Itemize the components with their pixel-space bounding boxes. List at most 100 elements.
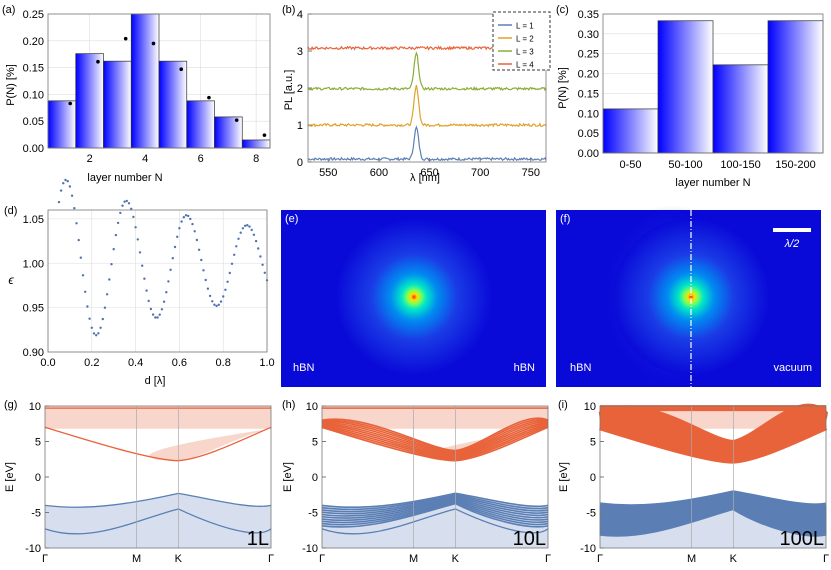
panel-g-label: (g) — [4, 399, 17, 411]
k-point-label: K — [452, 553, 460, 565]
data-point — [68, 101, 72, 106]
data-point — [259, 255, 262, 258]
y-tick-label: 0.35 — [578, 9, 599, 21]
data-point — [239, 231, 242, 234]
data-point — [187, 214, 190, 218]
data-point — [263, 271, 266, 274]
data-point — [138, 251, 142, 254]
data-point — [171, 257, 174, 260]
x-tick-label: 0.8 — [216, 357, 231, 369]
bar — [241, 139, 271, 149]
data-point — [158, 313, 161, 316]
data-point — [248, 225, 251, 228]
data-point — [125, 199, 128, 203]
x-tick-label: 0.6 — [172, 357, 187, 369]
data-point — [108, 278, 111, 281]
data-point — [86, 305, 89, 308]
bar — [186, 100, 215, 149]
data-point — [151, 313, 155, 316]
y-tick-label: 0 — [297, 157, 303, 169]
data-point — [101, 317, 105, 321]
data-point — [132, 215, 135, 219]
y-tick-label: 10 — [306, 401, 318, 413]
data-point — [134, 226, 137, 229]
data-point — [233, 253, 236, 256]
data-point — [197, 248, 201, 251]
k-point-label: Γ — [545, 553, 551, 565]
panel-e-left-label: hBN — [293, 362, 314, 374]
data-point — [246, 224, 249, 227]
y-tick-label: 3 — [297, 46, 303, 58]
data-point — [99, 326, 102, 329]
data-point — [149, 307, 153, 311]
data-point — [202, 269, 205, 272]
conduction-fill — [45, 406, 271, 461]
x-tick-label: 150-200 — [775, 159, 815, 171]
data-point — [176, 235, 179, 238]
legend-label: L = 4 — [516, 61, 534, 70]
panel-h-label: (h) — [282, 399, 295, 411]
data-point — [79, 256, 83, 259]
data-point — [151, 41, 156, 46]
legend-box — [492, 11, 551, 71]
bar — [130, 13, 160, 149]
spectrum-line-2 — [307, 84, 547, 128]
data-point — [110, 263, 113, 266]
bar — [657, 20, 714, 154]
k-point-label: Γ — [597, 553, 603, 565]
y-tick-label: 0 — [590, 472, 596, 484]
bar — [214, 116, 243, 149]
data-point — [195, 238, 199, 242]
data-point — [112, 248, 115, 251]
data-point — [88, 317, 91, 320]
panel-h-tag: 10L — [513, 528, 546, 550]
data-point — [62, 182, 65, 185]
data-point — [211, 300, 214, 303]
panel-f-label: (f) — [560, 213, 570, 225]
panel-e-right-label: hBN — [514, 362, 535, 374]
panel-d-label: (d) — [4, 205, 17, 217]
y-tick-label: 5 — [312, 437, 318, 449]
data-point — [81, 274, 85, 277]
bar — [712, 64, 769, 154]
y-tick-label: -5 — [586, 508, 596, 520]
panel-g-ylabel: E [eV] — [4, 462, 16, 492]
plot-frame — [47, 209, 268, 353]
data-point — [162, 300, 166, 303]
data-point — [228, 271, 231, 275]
data-point — [147, 299, 150, 303]
legend-label: L = 3 — [516, 48, 534, 57]
panel-d: (d) 0.90 0.95 1.00 1.05 0.0 0.2 0.4 0.6 0.8 1.0 d… — [4, 178, 275, 387]
y-tick-label: 0.05 — [23, 116, 44, 128]
data-point — [213, 303, 216, 306]
panel-g: (g) Γ M K Γ 10 5 0 -5 -10 E [eV] 1L — [4, 399, 274, 565]
y-tick-label: 4 — [297, 9, 303, 21]
panel-f-left-label: hBN — [570, 362, 591, 374]
panel-b-xlabel: λ [nm] — [410, 172, 440, 184]
data-point — [154, 316, 157, 319]
x-tick-label: 8 — [253, 153, 259, 165]
data-point — [184, 214, 188, 217]
x-tick-label: 4 — [142, 153, 148, 165]
x-tick-label: 6 — [198, 153, 204, 165]
data-point — [207, 95, 211, 100]
panel-i: (i) Γ M K Γ 10 5 0 -5 -10 E [eV] 100L — [558, 399, 829, 565]
data-point — [241, 227, 245, 230]
data-point — [165, 291, 168, 294]
y-tick-label: -5 — [31, 508, 41, 520]
y-tick-label: 0.10 — [578, 108, 599, 120]
bar — [767, 20, 824, 154]
y-tick-label: 0.15 — [578, 88, 599, 100]
data-point — [90, 326, 94, 329]
data-point — [206, 287, 210, 290]
data-point — [173, 245, 177, 249]
plot-frame — [599, 405, 827, 549]
data-point — [116, 221, 120, 225]
y-tick-label: 0 — [35, 472, 41, 484]
data-point — [95, 334, 98, 337]
plot-frame — [321, 405, 549, 549]
spectrum-line-3 — [307, 51, 547, 92]
data-point — [215, 304, 218, 308]
panel-a: (a) 0.00 0.05 0.10 0.15 0.20 0.25 2 4 6 8 layer n… — [2, 4, 271, 184]
